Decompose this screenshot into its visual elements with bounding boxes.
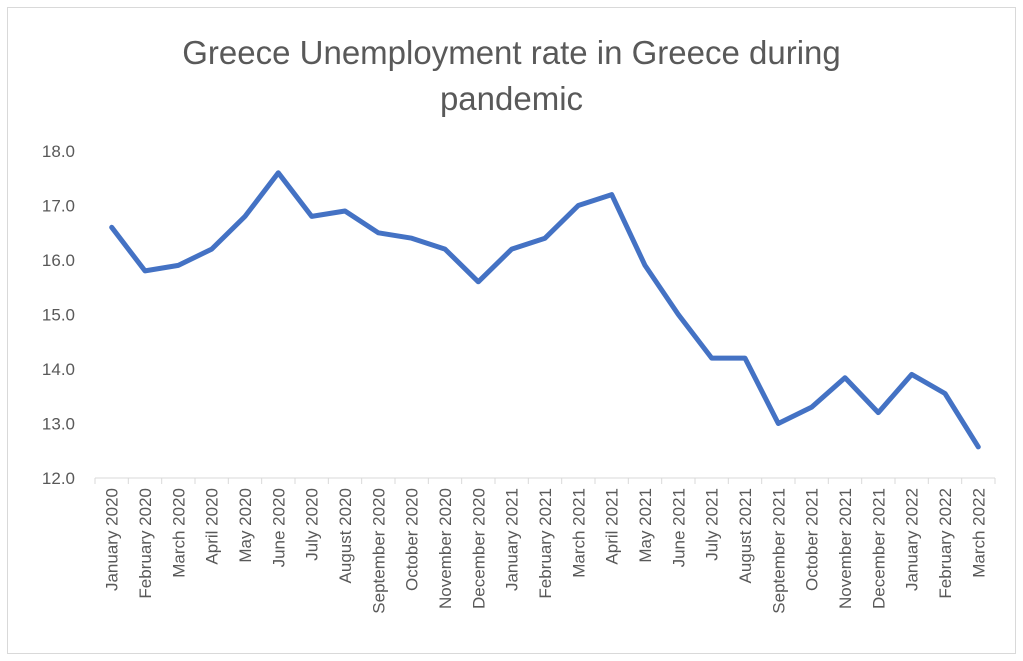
- x-tick-label: March 2022: [969, 488, 988, 578]
- x-tick-label: November 2021: [836, 488, 855, 609]
- series-line: [109, 170, 981, 450]
- chart-frame: [7, 7, 1016, 654]
- y-tick-label: 12.0: [42, 469, 75, 488]
- y-tick-label: 18.0: [42, 142, 75, 161]
- chart-title-line-2: pandemic: [439, 80, 584, 117]
- y-tick-label: 14.0: [42, 360, 75, 379]
- x-tick-label: July 2020: [303, 488, 322, 561]
- x-tick-label: March 2020: [169, 488, 188, 578]
- x-tick-label: September 2020: [369, 488, 388, 614]
- x-tick-label: September 2021: [769, 488, 788, 614]
- x-tick-label: February 2022: [936, 488, 955, 599]
- x-tick-label: May 2020: [236, 488, 255, 563]
- x-tick-label: March 2021: [569, 488, 588, 578]
- x-tick-label: August 2020: [336, 488, 355, 583]
- x-tick-label: June 2021: [669, 488, 688, 567]
- x-tick-label: December 2021: [869, 488, 888, 609]
- chart-title-line-1: Greece Unemployment rate in Greece durin…: [182, 34, 841, 71]
- x-axis: January 2020 February 2020 March 2020 April…: [94, 478, 996, 614]
- x-tick-label: November 2020: [436, 488, 455, 609]
- y-tick-label: 16.0: [42, 251, 75, 270]
- x-tick-label: July 2021: [703, 488, 722, 561]
- y-tick-label: 15.0: [42, 306, 75, 325]
- x-tick-label: December 2020: [469, 488, 488, 609]
- x-tick-label: April 2020: [203, 488, 222, 565]
- x-tick-label: October 2020: [403, 488, 422, 591]
- x-tick-label: August 2021: [736, 488, 755, 583]
- x-tick-label: January 2021: [503, 488, 522, 591]
- x-tick-label: October 2021: [803, 488, 822, 591]
- y-tick-label: 13.0: [42, 415, 75, 434]
- x-tick-label: February 2021: [536, 488, 555, 599]
- x-tick-label: May 2021: [636, 488, 655, 563]
- y-tick-label: 17.0: [42, 197, 75, 216]
- chart-title: Greece Unemployment rate in Greece durin…: [0, 30, 1023, 122]
- x-tick-label: February 2020: [136, 488, 155, 599]
- x-tick-label: January 2022: [903, 488, 922, 591]
- plot-area: [109, 170, 981, 450]
- x-tick-label: June 2020: [269, 488, 288, 567]
- x-tick-label: January 2020: [103, 488, 122, 591]
- x-tick-label: April 2021: [603, 488, 622, 565]
- y-axis: 12.0 13.0 14.0 15.0 16.0 17.0 18.0: [42, 142, 75, 488]
